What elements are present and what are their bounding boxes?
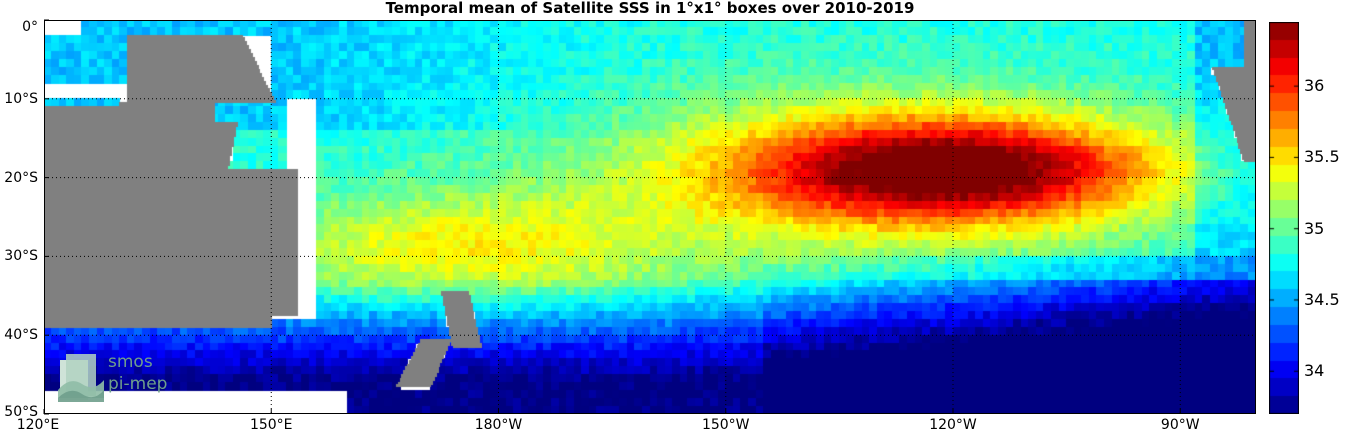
smos-pi-mep-logo: smos pi-mep <box>56 350 206 406</box>
colorbar-tick-label: 34.5 <box>1304 289 1340 309</box>
lat-tick-label: 30°S <box>4 248 38 265</box>
lon-tick-label: 150°W <box>701 417 750 433</box>
colorbar-tick-label: 35.5 <box>1304 147 1340 167</box>
lat-tick-label: 20°S <box>4 169 38 186</box>
lon-tick-label: 120°W <box>929 417 977 433</box>
lat-tick-label: 50°S <box>4 404 38 420</box>
colorbar-tick-label: 35 <box>1304 218 1325 238</box>
figure-title: Temporal mean of Satellite SSS in 1°x1° … <box>385 0 915 17</box>
colorbar-tick-label: 34 <box>1304 361 1325 381</box>
sss-heatmap <box>44 20 1256 414</box>
lon-tick-label: 120°E <box>16 417 60 433</box>
logo-line-2: pi-mep <box>108 374 168 394</box>
colorbar-tick-label: 36 <box>1304 76 1325 96</box>
lon-tick-label: 180°W <box>474 417 523 433</box>
colorbar <box>1269 22 1299 414</box>
lat-tick-label: 40°S <box>4 327 38 344</box>
lat-tick-label: 10°S <box>4 90 38 107</box>
map-frame <box>44 20 1256 414</box>
logo-waves-icon <box>58 354 104 402</box>
lon-tick-label: 150°E <box>249 417 293 433</box>
logo-line-1: smos <box>108 352 153 372</box>
lon-tick-label: 90°W <box>1160 417 1200 433</box>
lat-tick-label: 0° <box>22 19 38 35</box>
